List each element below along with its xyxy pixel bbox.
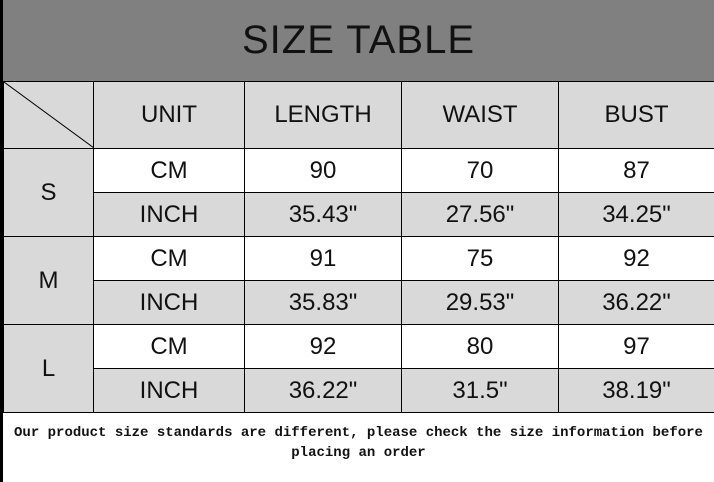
value-cell: 35.43" bbox=[244, 192, 402, 237]
unit-cell: INCH bbox=[93, 280, 245, 325]
table-row: INCH 36.22" 31.5" 38.19" bbox=[4, 368, 714, 413]
page-title: SIZE TABLE bbox=[3, 0, 714, 81]
value-cell: 31.5" bbox=[401, 368, 559, 413]
value-cell: 34.25" bbox=[558, 192, 714, 237]
table-row: INCH 35.43" 27.56" 34.25" bbox=[4, 192, 714, 237]
size-label: M bbox=[3, 236, 94, 325]
table-row: L CM 92 80 97 bbox=[3, 324, 714, 413]
value-cell: 70 bbox=[401, 148, 559, 193]
size-label: S bbox=[3, 148, 94, 237]
unit-cell: CM bbox=[93, 236, 245, 281]
unit-cell: CM bbox=[93, 324, 245, 369]
value-cell: 36.22" bbox=[244, 368, 402, 413]
value-cell: 36.22" bbox=[558, 280, 714, 325]
value-cell: 87 bbox=[558, 148, 714, 193]
diagonal-line bbox=[4, 82, 94, 148]
value-cell: 97 bbox=[558, 324, 714, 369]
corner-cell bbox=[3, 81, 94, 149]
table-row: M CM 91 75 92 bbox=[3, 236, 714, 325]
header-bust: BUST bbox=[558, 81, 714, 149]
header-unit: UNIT bbox=[93, 81, 245, 149]
table-row: INCH 35.83" 29.53" 36.22" bbox=[4, 280, 714, 325]
unit-cell: INCH bbox=[93, 368, 245, 413]
value-cell: 90 bbox=[244, 148, 402, 193]
unit-cell: CM bbox=[93, 148, 245, 193]
header-row: UNIT LENGTH WAIST BUST bbox=[3, 81, 714, 149]
value-cell: 92 bbox=[558, 236, 714, 281]
value-cell: 35.83" bbox=[244, 280, 402, 325]
unit-cell: INCH bbox=[93, 192, 245, 237]
size-label: L bbox=[3, 324, 94, 413]
value-cell: 91 bbox=[244, 236, 402, 281]
value-cell: 80 bbox=[401, 324, 559, 369]
header-length: LENGTH bbox=[244, 81, 402, 149]
value-cell: 27.56" bbox=[401, 192, 559, 237]
value-cell: 75 bbox=[401, 236, 559, 281]
value-cell: 38.19" bbox=[558, 368, 714, 413]
header-waist: WAIST bbox=[401, 81, 559, 149]
value-cell: 29.53" bbox=[401, 280, 559, 325]
value-cell: 92 bbox=[244, 324, 402, 369]
table-row: S CM 90 70 87 bbox=[3, 148, 714, 237]
size-table: UNIT LENGTH WAIST BUST S CM 90 70 87 INCH 35.4… bbox=[3, 81, 714, 413]
size-note: Our product size standards are different… bbox=[14, 425, 703, 461]
